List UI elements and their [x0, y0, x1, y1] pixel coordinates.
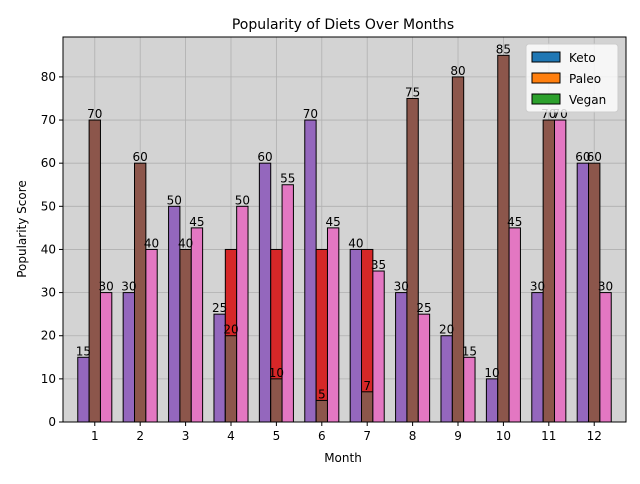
- data-label-right: 45: [189, 215, 204, 229]
- data-label-mid: 40: [178, 236, 193, 250]
- bar-mid: [224, 335, 238, 423]
- bar-mid: [451, 76, 465, 423]
- data-label-mid: 85: [496, 42, 511, 56]
- data-label-mid: 10: [269, 366, 284, 380]
- x-tick-label: 4: [227, 429, 235, 443]
- legend-label: Keto: [569, 51, 596, 65]
- data-label-left: 30: [530, 280, 545, 294]
- x-axis-label: Month: [324, 451, 362, 465]
- x-tick-label: 10: [496, 429, 511, 443]
- bar-mid: [270, 378, 283, 423]
- bar-right: [281, 184, 294, 423]
- y-tick-label: 10: [41, 372, 56, 386]
- y-tick-label: 80: [41, 70, 56, 84]
- y-tick-label: 40: [41, 242, 56, 256]
- legend-swatch: [531, 72, 561, 84]
- bar-right: [553, 119, 567, 423]
- data-label-left: 10: [484, 366, 499, 380]
- x-tick-label: 2: [136, 429, 144, 443]
- bar-left: [77, 356, 90, 423]
- data-label-right: 40: [144, 236, 159, 250]
- bar-right: [372, 270, 385, 423]
- data-label-left: 15: [76, 344, 91, 358]
- data-label-left: 25: [212, 301, 227, 315]
- bar-right: [326, 227, 340, 423]
- data-label-mid: 60: [133, 150, 148, 164]
- bar-right: [99, 292, 113, 423]
- data-label-left: 30: [394, 280, 409, 294]
- data-label-left: 60: [257, 150, 272, 164]
- data-label-right: 30: [598, 280, 613, 294]
- data-label-right: 50: [235, 193, 250, 207]
- bar-left: [258, 162, 272, 423]
- data-label-left: 70: [303, 107, 318, 121]
- x-tick-label: 7: [363, 429, 371, 443]
- y-tick-label: 30: [41, 286, 56, 300]
- data-label-right: 15: [462, 344, 477, 358]
- data-label-left: 50: [167, 193, 182, 207]
- data-label-mid: 75: [405, 85, 420, 99]
- bar-right: [599, 292, 612, 423]
- legend-swatch: [531, 51, 561, 63]
- bar-left: [440, 335, 453, 423]
- data-label-mid: 20: [223, 323, 238, 337]
- bar-mid: [542, 119, 555, 423]
- bar-right: [417, 313, 431, 423]
- bar-left: [304, 119, 317, 423]
- legend-swatch: [531, 93, 561, 105]
- y-tick-label: 50: [41, 199, 56, 213]
- data-label-left: 40: [348, 236, 363, 250]
- bar-mid: [88, 119, 101, 423]
- data-label-right: 45: [326, 215, 341, 229]
- bar-left: [576, 162, 590, 423]
- bar-left: [531, 292, 544, 423]
- data-label-mid: 5: [318, 387, 326, 401]
- chart-title: Popularity of Diets Over Months: [232, 17, 454, 33]
- data-label-mid: 80: [450, 64, 465, 78]
- legend: Keto Paleo Vegan: [525, 43, 619, 113]
- data-label-left: 60: [575, 150, 590, 164]
- bar-mid: [315, 399, 328, 423]
- x-tick-label: 9: [454, 429, 462, 443]
- data-label-right: 30: [98, 280, 113, 294]
- data-label-right: 45: [507, 215, 522, 229]
- bar-right: [145, 248, 158, 423]
- data-label-right: 55: [280, 172, 295, 186]
- bar-right: [463, 356, 476, 423]
- data-label-mid: 60: [587, 150, 602, 164]
- data-label-right: 35: [371, 258, 386, 272]
- bar-mid: [406, 97, 419, 423]
- bar-right: [190, 227, 204, 423]
- x-tick-label: 3: [182, 429, 190, 443]
- y-axis-label: Popularity Score: [15, 180, 29, 278]
- legend-label: Vegan: [569, 93, 606, 107]
- y-tick-label: 70: [41, 113, 56, 127]
- data-label-left: 30: [121, 280, 136, 294]
- data-label-mid: 7: [363, 379, 371, 393]
- bar-right: [236, 205, 249, 423]
- x-tick-label: 6: [318, 429, 326, 443]
- legend-label: Paleo: [569, 72, 601, 86]
- bar-right: [508, 227, 521, 423]
- data-label-mid: 70: [87, 107, 102, 121]
- bar-left: [395, 292, 408, 423]
- y-tick-label: 0: [48, 415, 56, 429]
- y-tick-label: 60: [41, 156, 56, 170]
- bar-mid: [179, 248, 192, 423]
- bar-mid: [361, 391, 374, 423]
- y-tick-label: 20: [41, 329, 56, 343]
- bar-left: [122, 292, 136, 423]
- bar-left: [485, 378, 499, 423]
- bar-left: [349, 248, 363, 423]
- x-tick-label: 8: [409, 429, 417, 443]
- data-label-left: 20: [439, 323, 454, 337]
- axes-frame: [62, 36, 627, 423]
- x-tick-label: 5: [273, 429, 281, 443]
- data-label-right: 25: [416, 301, 431, 315]
- x-tick-label: 12: [587, 429, 602, 443]
- x-tick-label: 1: [91, 429, 99, 443]
- x-tick-label: 11: [541, 429, 556, 443]
